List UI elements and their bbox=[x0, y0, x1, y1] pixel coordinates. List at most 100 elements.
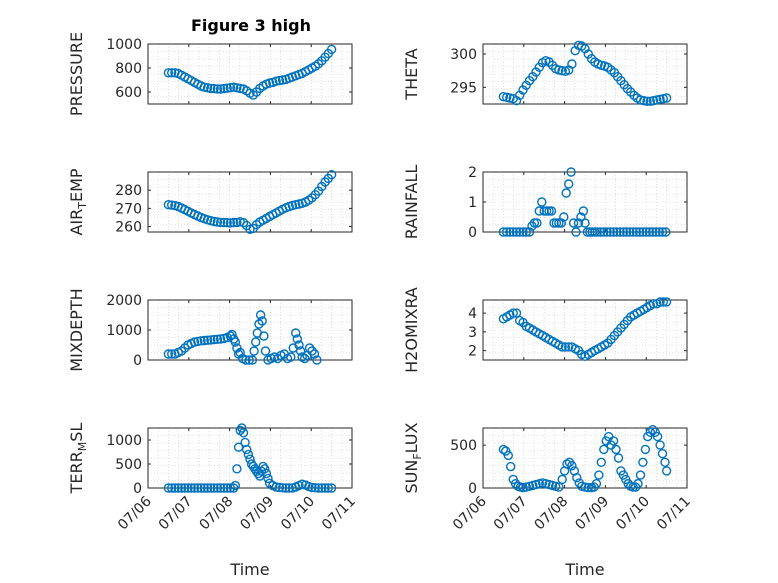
y-tick-label: 500 bbox=[115, 457, 142, 473]
data-point bbox=[183, 483, 193, 493]
data-point bbox=[326, 169, 337, 180]
y-tick-label: 295 bbox=[450, 80, 477, 96]
data-point bbox=[163, 483, 174, 493]
data-point bbox=[635, 470, 646, 480]
data-point bbox=[599, 227, 609, 237]
data-point bbox=[166, 483, 177, 493]
data-point bbox=[304, 343, 315, 353]
data-point bbox=[300, 353, 310, 364]
axes-box bbox=[147, 43, 353, 105]
data-point bbox=[222, 217, 232, 228]
data-point bbox=[215, 483, 226, 493]
y-tick-label: 2 bbox=[468, 165, 477, 181]
data-point bbox=[521, 227, 531, 237]
grid bbox=[483, 428, 687, 488]
data-point bbox=[644, 227, 655, 237]
data-point bbox=[286, 352, 296, 362]
data-point bbox=[605, 227, 615, 237]
grid bbox=[483, 172, 687, 232]
data-point bbox=[502, 227, 512, 237]
y-tick-label: 600 bbox=[115, 85, 142, 101]
data-point bbox=[222, 483, 232, 493]
data-point bbox=[199, 483, 210, 493]
data-point bbox=[661, 227, 671, 237]
data-point bbox=[532, 218, 542, 228]
data-point bbox=[166, 349, 177, 359]
data-point bbox=[235, 83, 245, 94]
data-point bbox=[561, 188, 571, 198]
data-point bbox=[260, 464, 270, 474]
data-point bbox=[638, 457, 648, 467]
data-point bbox=[237, 423, 247, 433]
data-point bbox=[628, 227, 638, 237]
data-point bbox=[259, 331, 269, 341]
series-markers bbox=[498, 297, 672, 361]
data-point bbox=[580, 218, 590, 228]
data-point bbox=[219, 83, 229, 94]
data-point bbox=[571, 227, 581, 237]
data-point bbox=[248, 90, 259, 100]
data-point bbox=[215, 334, 226, 344]
data-point bbox=[212, 334, 223, 344]
data-point bbox=[608, 227, 619, 237]
data-point bbox=[326, 483, 337, 493]
x-tick-label: 07/06 bbox=[115, 493, 155, 533]
data-point bbox=[243, 449, 254, 460]
data-point bbox=[595, 227, 606, 237]
data-point bbox=[196, 336, 206, 346]
data-point bbox=[658, 297, 668, 307]
data-point bbox=[612, 227, 622, 237]
data-point bbox=[518, 227, 528, 237]
data-point bbox=[189, 483, 200, 493]
data-point bbox=[163, 199, 174, 210]
data-point bbox=[238, 428, 249, 438]
data-point bbox=[527, 221, 537, 231]
data-point bbox=[193, 483, 203, 493]
data-point bbox=[638, 227, 648, 237]
data-point bbox=[281, 483, 291, 493]
data-point bbox=[564, 342, 574, 352]
data-point bbox=[567, 461, 577, 471]
data-point bbox=[640, 444, 651, 455]
series-markers bbox=[498, 167, 671, 237]
data-point bbox=[294, 340, 304, 350]
data-point bbox=[323, 483, 333, 493]
y-axis-label: THETA bbox=[402, 48, 421, 100]
data-point bbox=[559, 212, 569, 222]
data-point bbox=[592, 227, 602, 237]
data-point bbox=[186, 483, 196, 493]
data-point bbox=[567, 59, 577, 69]
y-tick-label: 2 bbox=[468, 344, 477, 360]
data-point bbox=[199, 335, 210, 346]
data-point bbox=[580, 482, 590, 492]
data-point bbox=[317, 483, 327, 493]
data-point bbox=[309, 349, 320, 359]
data-point bbox=[613, 453, 624, 463]
data-point bbox=[176, 483, 187, 493]
y-tick-label: 0 bbox=[468, 225, 477, 241]
y-axis-label: AIRTEMP bbox=[67, 168, 89, 235]
axes-box bbox=[147, 171, 353, 233]
subplot-air-temp: 260 270 280 AIRTEMP bbox=[67, 168, 353, 236]
data-point bbox=[506, 461, 516, 472]
data-point bbox=[320, 483, 330, 493]
data-point bbox=[219, 217, 229, 228]
y-axis-label: RAINFALL bbox=[402, 165, 421, 240]
data-point bbox=[608, 436, 619, 446]
data-point bbox=[274, 482, 285, 493]
data-point bbox=[583, 49, 593, 59]
data-point bbox=[594, 470, 604, 480]
data-point bbox=[564, 179, 574, 189]
data-point bbox=[578, 206, 589, 216]
data-point bbox=[615, 227, 625, 237]
data-point bbox=[170, 483, 180, 493]
data-point bbox=[235, 347, 245, 358]
data-point bbox=[244, 355, 254, 365]
data-point bbox=[209, 334, 219, 345]
data-point bbox=[518, 482, 528, 493]
data-point bbox=[511, 308, 522, 318]
subplot-mixdepth: 0 1000 2000 MIXDEPTH bbox=[67, 288, 353, 372]
data-point bbox=[179, 483, 190, 493]
data-point bbox=[241, 355, 251, 365]
